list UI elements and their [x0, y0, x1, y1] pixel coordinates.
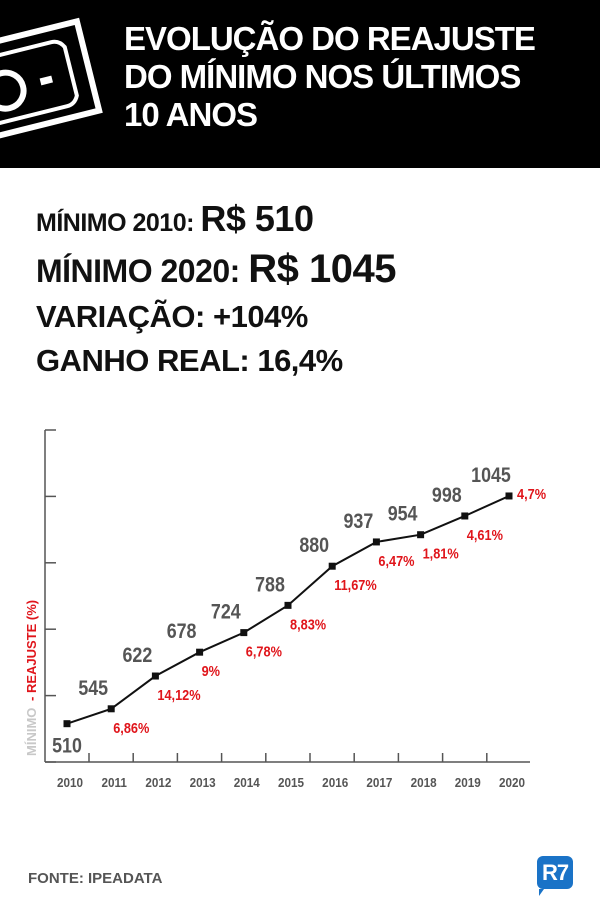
- data-point: [417, 531, 425, 539]
- x-tick-label: 2018: [411, 775, 437, 790]
- value-label: 937: [344, 510, 374, 534]
- data-point: [196, 648, 204, 656]
- x-tick-label: 2017: [366, 775, 392, 790]
- value-label: 622: [123, 644, 153, 668]
- value-label: 510: [52, 734, 82, 758]
- value-label: 724: [211, 600, 241, 624]
- data-point: [505, 492, 513, 500]
- x-tick-label: 2014: [234, 775, 260, 790]
- reajuste-label: 1,81%: [423, 545, 459, 562]
- reajuste-label: 6,86%: [113, 719, 149, 736]
- line-chart: MÍNIMO - REAJUSTE (%) 2010 2011 2012 2013 20…: [24, 429, 546, 790]
- data-point: [240, 629, 248, 637]
- money-bill-icon: [0, 17, 103, 146]
- value-label: 998: [432, 484, 462, 508]
- data-point: [372, 538, 380, 546]
- x-tick-label: 2020: [499, 775, 525, 790]
- x-tick-label: 2016: [322, 775, 348, 790]
- page-title: EVOLUÇÃO DO REAJUSTE DO MÍNIMO NOS ÚLTIM…: [124, 20, 536, 134]
- reajuste-label: 4,7%: [517, 485, 546, 502]
- data-point: [461, 512, 469, 520]
- x-tick-label: 2019: [455, 775, 481, 790]
- reajuste-label: 8,83%: [290, 615, 326, 632]
- value-label: 545: [78, 676, 108, 700]
- y-axis-label-part2: - REAJUSTE (%): [24, 600, 39, 701]
- series-line: [66, 495, 510, 725]
- r7-logo: R7: [537, 856, 573, 896]
- title-line: DO MÍNIMO NOS ÚLTIMOS: [124, 58, 521, 95]
- header-banner: EVOLUÇÃO DO REAJUSTE DO MÍNIMO NOS ÚLTIM…: [0, 0, 600, 168]
- x-tick-label: 2011: [102, 775, 127, 790]
- value-label: 678: [167, 620, 197, 644]
- y-axis-label-part1: MÍNIMO: [24, 708, 39, 756]
- value-label: 880: [299, 534, 329, 558]
- reajuste-label: 14,12%: [157, 686, 200, 703]
- source-note: FONTE: IPEADATA: [28, 870, 163, 887]
- data-point: [107, 705, 115, 713]
- title-line: EVOLUÇÃO DO REAJUSTE: [124, 20, 536, 57]
- reajuste-label: 11,67%: [334, 576, 377, 593]
- stat-real-gain: GANHO REAL: 16,4%: [36, 343, 343, 378]
- data-point: [284, 601, 292, 609]
- title-line: 10 ANOS: [124, 96, 258, 133]
- reajuste-label: 4,61%: [467, 526, 503, 543]
- data-point: [328, 562, 336, 570]
- stat-label: MÍNIMO 2020:: [36, 253, 240, 289]
- stat-variation: VARIAÇÃO: +104%: [36, 299, 308, 334]
- data-point: [151, 672, 159, 680]
- value-label: 954: [388, 502, 418, 526]
- reajuste-label: 9%: [202, 662, 220, 679]
- x-tick-label: 2012: [145, 775, 171, 790]
- stat-label: MÍNIMO 2010:: [36, 209, 194, 237]
- reajuste-label: 6,78%: [246, 643, 282, 660]
- data-point: [63, 720, 71, 728]
- x-tick-label: 2015: [278, 775, 304, 790]
- reajuste-label: 6,47%: [378, 552, 414, 569]
- value-label: 1045: [471, 464, 511, 488]
- x-tick-label: 2013: [190, 775, 216, 790]
- stat-min-2020: MÍNIMO 2020: R$ 1045: [36, 243, 396, 295]
- stat-value: R$ 1045: [248, 247, 396, 291]
- stat-value: R$ 510: [200, 198, 314, 239]
- y-axis-label: MÍNIMO - REAJUSTE (%): [24, 600, 39, 756]
- x-tick-label: 2010: [57, 775, 83, 790]
- stat-min-2010: MÍNIMO 2010: R$ 510: [36, 195, 396, 243]
- stats-block: MÍNIMO 2010: R$ 510 MÍNIMO 2020: R$ 1045…: [36, 195, 396, 383]
- value-label: 788: [255, 573, 285, 597]
